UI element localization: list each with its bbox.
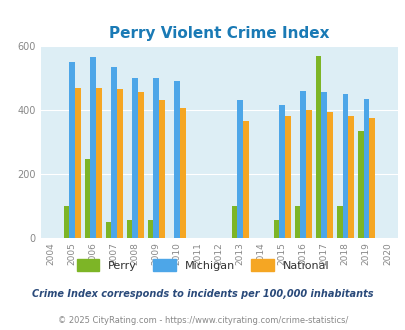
Bar	[294, 206, 300, 238]
Bar	[326, 112, 332, 238]
Bar	[138, 92, 143, 238]
Text: Crime Index corresponds to incidents per 100,000 inhabitants: Crime Index corresponds to incidents per…	[32, 289, 373, 299]
Bar	[273, 220, 279, 238]
Bar	[132, 78, 138, 238]
Bar	[111, 67, 117, 238]
Bar	[174, 81, 179, 238]
Bar	[126, 220, 132, 238]
Bar	[362, 99, 368, 238]
Bar	[336, 206, 342, 238]
Bar	[305, 110, 311, 238]
Bar	[147, 220, 153, 238]
Bar	[90, 57, 96, 238]
Bar	[179, 108, 185, 238]
Bar	[159, 100, 164, 238]
Bar	[321, 92, 326, 238]
Text: © 2025 CityRating.com - https://www.cityrating.com/crime-statistics/: © 2025 CityRating.com - https://www.city…	[58, 316, 347, 325]
Bar	[284, 116, 290, 238]
Bar	[69, 62, 75, 238]
Bar	[75, 88, 81, 238]
Bar	[368, 118, 374, 238]
Bar	[237, 100, 243, 238]
Bar	[64, 206, 69, 238]
Bar	[96, 88, 101, 238]
Bar	[84, 159, 90, 238]
Bar	[117, 89, 122, 238]
Legend: Perry, Michigan, National: Perry, Michigan, National	[72, 255, 333, 275]
Bar	[231, 206, 237, 238]
Bar	[315, 56, 321, 238]
Bar	[342, 94, 347, 238]
Bar	[357, 131, 362, 238]
Bar	[300, 91, 305, 238]
Bar	[153, 78, 159, 238]
Title: Perry Violent Crime Index: Perry Violent Crime Index	[109, 26, 329, 41]
Bar	[279, 105, 284, 238]
Bar	[105, 222, 111, 238]
Bar	[347, 116, 353, 238]
Bar	[243, 121, 248, 238]
